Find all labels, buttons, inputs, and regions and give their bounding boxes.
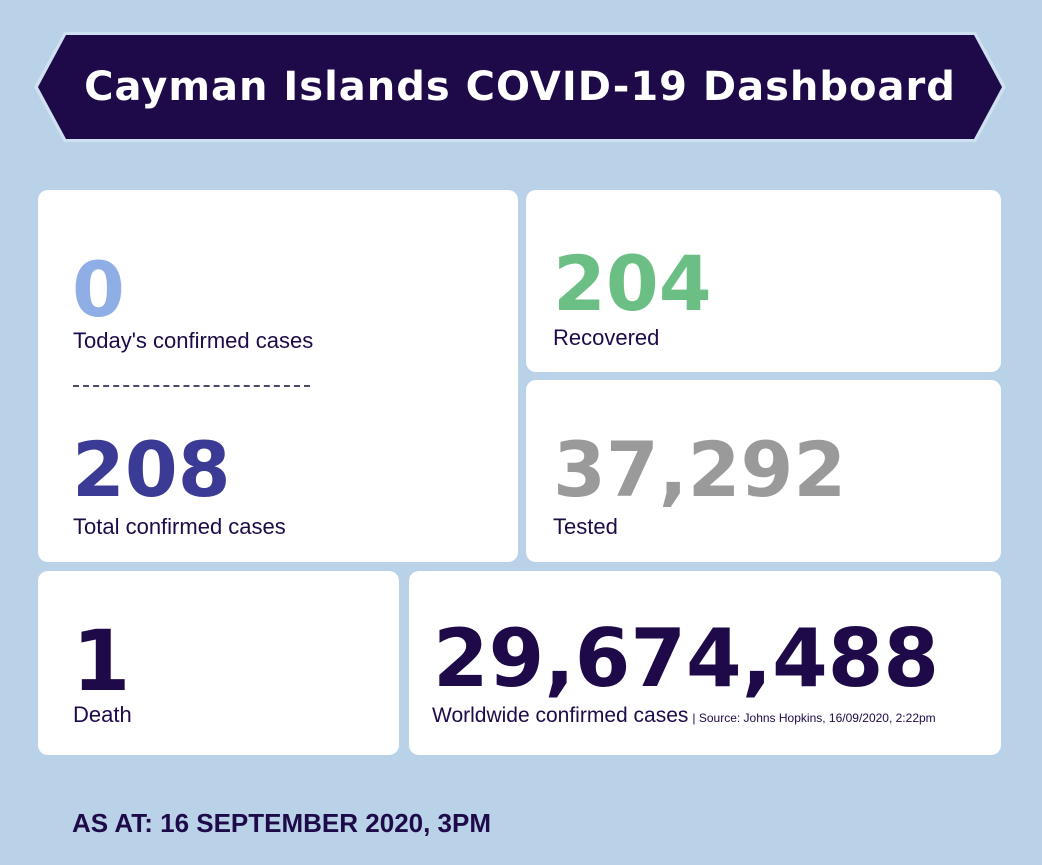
today-cases-value: 0 (72, 245, 125, 334)
deaths-label: Death (73, 702, 132, 727)
banner-shape (34, 32, 1006, 142)
dashed-divider (73, 385, 310, 387)
total-cases-value: 208 (72, 425, 231, 514)
deaths-value: 1 (72, 612, 131, 710)
worldwide-value: 29,674,488 (433, 612, 940, 705)
source-note: | Source: Johns Hopkins, 16/09/2020, 2:2… (692, 711, 936, 725)
today-cases-label: Today's confirmed cases (73, 328, 314, 353)
total-cases-label: Total confirmed cases (73, 514, 286, 539)
worldwide-card: 29,674,488 Worldwide confirmed cases | So… (409, 571, 1001, 755)
tested-card: 37,292 Tested (526, 380, 1001, 562)
recovered-value: 204 (553, 239, 712, 328)
as-at-date: AS AT: 16 SEPTEMBER 2020, 3PM (72, 808, 492, 838)
tested-label: Tested (553, 514, 618, 539)
title-banner: Cayman Islands COVID-19 Dashboard (34, 32, 1006, 142)
page-title: Cayman Islands COVID-19 Dashboard (84, 64, 956, 110)
worldwide-label: Worldwide confirmed cases (432, 704, 689, 727)
worldwide-label-row: Worldwide confirmed cases | Source: Johns… (432, 705, 936, 726)
tested-value: 37,292 (553, 425, 847, 514)
cases-card: 0 Today's confirmed cases 208 Total conf… (38, 190, 518, 562)
deaths-card: 1 Death (38, 571, 399, 755)
recovered-card: 204 Recovered (526, 190, 1001, 372)
recovered-label: Recovered (553, 325, 660, 350)
